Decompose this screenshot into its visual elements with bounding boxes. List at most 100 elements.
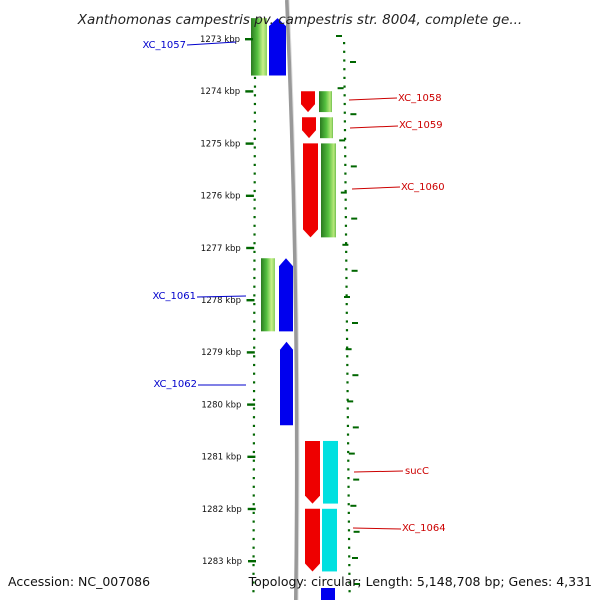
track-dot [252,581,255,584]
succ-cds[interactable] [305,440,320,504]
track-dot [347,503,350,506]
track-dot [253,303,256,306]
tick-label: 1275 kbp [200,139,240,149]
gene-label-xc_1061[interactable]: XC_1061 [152,291,196,302]
track-dot [348,555,351,558]
tick-label: 1276 kbp [201,192,241,202]
track-dot [347,494,350,497]
track-dot [252,442,255,445]
xc_1057-gene[interactable] [251,18,267,76]
track-dot [252,390,256,393]
tick-mark [247,455,256,458]
track-dot [253,85,257,88]
track-dot [347,529,351,532]
track-dot [344,163,347,166]
gene-label-xc_1062[interactable]: XC_1062 [153,379,197,390]
track-dot [253,181,256,184]
track-dot [344,207,347,210]
tick-mark [246,299,255,302]
track-dot [347,485,350,488]
track-dot [252,407,256,410]
track-dot [253,250,256,253]
label-leader-line [349,125,399,129]
xc_1064-cds[interactable] [305,508,320,572]
tick-label: 1279 kbp [201,348,241,358]
track-dash [353,530,360,533]
tick-label: 1273 kbp [200,35,240,45]
track-dash [352,557,358,559]
offscreen-cds[interactable] [321,588,335,600]
gene-label-succ[interactable]: sucC [405,466,429,477]
tick-mark [245,194,254,197]
xc_1060-gene[interactable] [321,143,336,238]
backbone-curve [285,0,299,600]
track-dot [252,398,256,401]
track-dot [343,111,346,114]
track-dot [343,76,346,79]
track-dash [352,426,359,429]
xc_1059-cds[interactable] [302,117,316,139]
track-dot [347,468,350,471]
gene-label-xc_1057[interactable]: XC_1057 [142,40,186,51]
track-dot [344,233,348,236]
xc_1062-cds[interactable] [280,341,293,426]
gene-label-xc_1064[interactable]: XC_1064 [402,523,446,534]
map-title: Xanthomonas campestris pv. campestris st… [77,12,522,28]
track-dot [346,433,350,436]
tick-label: 1282 kbp [202,505,242,515]
track-dot [253,294,256,297]
tick-mark [246,246,255,250]
tick-label: 1274 kbp [200,87,240,97]
succ-gene[interactable] [323,440,338,504]
track-dash [350,504,357,507]
xc_1064-gene[interactable] [322,508,337,572]
xc_1061-cds[interactable] [279,258,293,332]
label-leader-line [352,527,402,530]
track-dot [253,268,256,271]
track-dot [344,181,347,184]
xc_1058-gene[interactable] [319,91,332,113]
track-dot [252,529,255,532]
xc_1061-gene[interactable] [261,258,275,332]
right-track-guide [336,35,360,593]
label-leader-line [353,470,404,473]
track-dot [344,189,347,193]
track-dot [253,233,256,236]
track-dot [253,355,256,358]
gene-label-xc_1058[interactable]: XC_1058 [398,93,442,104]
track-dash [340,191,347,194]
label-leader-line [348,97,398,101]
track-dot [253,337,256,340]
tick-mark [245,90,254,93]
track-dot [348,581,351,584]
track-dot [252,555,255,558]
tick-label: 1283 kbp [202,557,242,567]
track-dot [252,572,255,575]
track-dot [345,250,348,253]
track-dot [252,424,256,427]
track-dot [253,207,256,210]
track-dot [345,337,349,340]
xc_1059-gene[interactable] [320,117,333,139]
track-dash [351,269,358,272]
track-dot [253,329,256,332]
track-dot [345,320,348,323]
track-dot [343,102,346,106]
gene-label-xc_1059[interactable]: XC_1059 [399,120,443,131]
track-dash [345,348,352,351]
xc_1060-cds[interactable] [303,143,318,238]
xc_1058-cds[interactable] [301,91,315,113]
xc_1057-cds[interactable] [269,18,286,76]
track-dot [346,407,349,410]
gene-label-xc_1060[interactable]: XC_1060 [401,182,445,193]
track-dash [352,374,359,377]
track-dot [252,468,255,471]
track-dot [345,285,348,288]
track-dot [253,363,256,367]
left-track-guide [252,42,257,593]
track-dash [342,243,349,246]
track-dot [253,311,256,314]
track-dot [345,242,348,245]
track-dot [253,372,256,375]
genome-backbone [285,0,300,600]
